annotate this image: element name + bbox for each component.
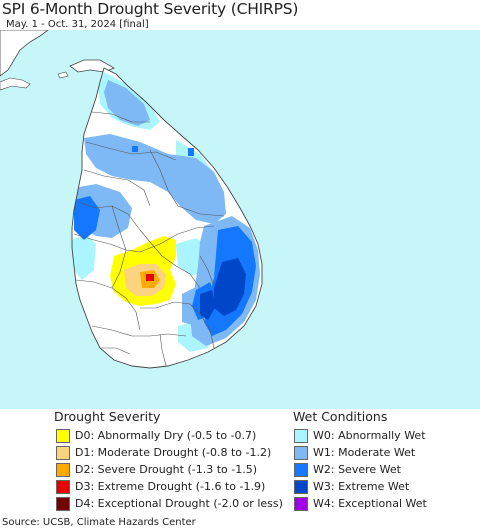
- drought-swatch-d4: [56, 496, 70, 511]
- drought-swatch-d3: [56, 479, 70, 494]
- drought-legend-item-d1: D1: Moderate Drought (-0.8 to -1.2): [56, 444, 271, 461]
- drought-legend-label: D0: Abnormally Dry (-0.5 to -0.7): [75, 429, 257, 442]
- w3-areas: [200, 258, 246, 320]
- map-subtitle: May. 1 - Oct. 31, 2024 [final]: [6, 19, 149, 30]
- wet-legend-item-w4: W4: Exceptional Wet: [294, 495, 427, 512]
- drought-swatch-d1: [56, 445, 70, 460]
- drought-legend-item-d4: D4: Exceptional Drought (-2.0 or less): [56, 495, 283, 512]
- india-coast: [0, 30, 49, 77]
- wet-swatch-w3: [294, 479, 308, 494]
- wet-legend-label: W4: Exceptional Wet: [313, 497, 427, 510]
- jaffna-islands: [57, 71, 69, 79]
- source-credit: Source: UCSB, Climate Hazards Center: [2, 517, 196, 528]
- drought-legend-item-d3: D3: Extreme Drought (-1.6 to -1.9): [56, 478, 265, 495]
- drought-legend-item-d0: D0: Abnormally Dry (-0.5 to -0.7): [56, 427, 256, 444]
- wet-legend-item-w2: W2: Severe Wet: [294, 461, 401, 478]
- wet-swatch-w0: [294, 428, 308, 443]
- wet-legend-label: W3: Extreme Wet: [313, 480, 410, 493]
- wet-legend-label: W0: Abnormally Wet: [313, 429, 426, 442]
- map-title: SPI 6-Month Drought Severity (CHIRPS): [2, 0, 299, 18]
- mannar-shoal: [0, 77, 31, 91]
- drought-legend-label: D1: Moderate Drought (-0.8 to -1.2): [75, 446, 272, 459]
- wet-swatch-w4: [294, 496, 308, 511]
- wet-legend-item-w0: W0: Abnormally Wet: [294, 427, 426, 444]
- drought-legend-title: Drought Severity: [54, 409, 161, 424]
- sri-lanka-map-svg: [0, 30, 263, 369]
- drought-map: [0, 30, 480, 409]
- island-outline: [71, 67, 263, 369]
- wet-swatch-w2: [294, 462, 308, 477]
- wet-legend-title: Wet Conditions: [293, 409, 388, 424]
- d3-areas: [146, 274, 154, 281]
- wet-swatch-w1: [294, 445, 308, 460]
- drought-swatch-d2: [56, 462, 70, 477]
- wet-legend-item-w3: W3: Extreme Wet: [294, 478, 409, 495]
- drought-legend-label: D3: Extreme Drought (-1.6 to -1.9): [75, 480, 266, 493]
- wet-legend-item-w1: W1: Moderate Wet: [294, 444, 415, 461]
- wet-legend-label: W1: Moderate Wet: [313, 446, 416, 459]
- drought-legend-item-d2: D2: Severe Drought (-1.3 to -1.5): [56, 461, 257, 478]
- wet-legend-label: W2: Severe Wet: [313, 463, 401, 476]
- drought-legend-label: D4: Exceptional Drought (-2.0 or less): [75, 497, 283, 510]
- legend: Drought Severity Wet Conditions D0: Abno…: [0, 409, 480, 513]
- district-boundaries: [73, 111, 225, 367]
- drought-legend-label: D2: Severe Drought (-1.3 to -1.5): [75, 463, 258, 476]
- drought-swatch-d0: [56, 428, 70, 443]
